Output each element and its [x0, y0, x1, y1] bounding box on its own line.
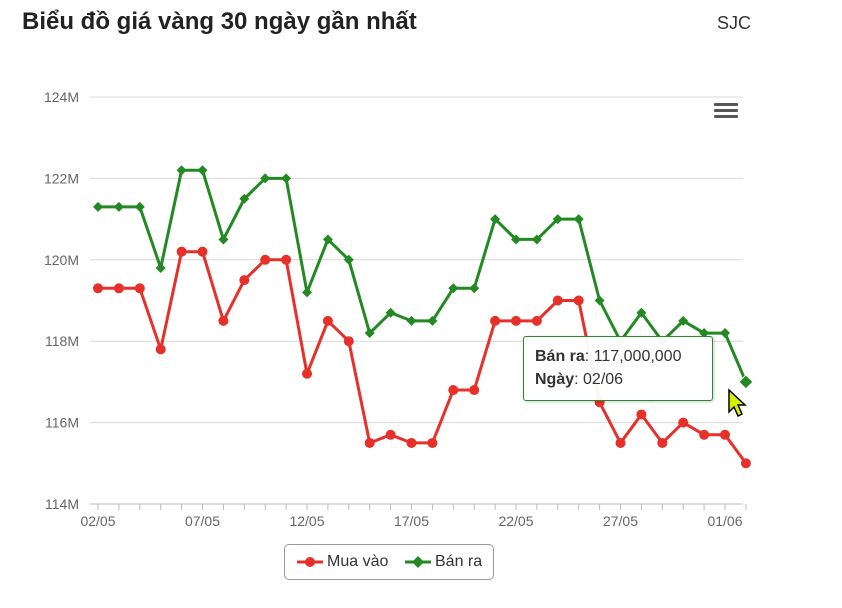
y-tick-label: 120M	[44, 252, 79, 268]
series-line-buy	[98, 250, 748, 465]
data-point-sell	[720, 328, 730, 339]
data-point-sell	[302, 287, 312, 298]
data-point-buy	[155, 344, 166, 355]
tooltip-date-label: Ngày	[535, 371, 575, 388]
data-point-buy	[699, 429, 710, 440]
data-point-sell	[155, 262, 166, 273]
y-tick-label: 124M	[44, 89, 79, 105]
data-tooltip: Bán ra: 117,000,000 Ngày: 02/06	[523, 336, 713, 401]
data-point-sell	[218, 234, 229, 245]
data-point-sell	[364, 328, 375, 339]
data-point-sell	[636, 307, 647, 318]
data-point-buy	[260, 254, 271, 265]
y-tick-label: 116M	[45, 415, 79, 431]
data-point-sell	[469, 283, 480, 294]
tooltip-date: 02/06	[583, 371, 624, 388]
data-point-buy	[636, 409, 647, 420]
series-line-sell	[98, 168, 748, 383]
x-tick-label: 02/05	[80, 513, 115, 529]
data-point-buy	[552, 295, 563, 306]
x-tick-label: 17/05	[394, 513, 429, 529]
data-point-buy	[678, 417, 689, 428]
data-point-buy	[740, 458, 751, 469]
data-point-sell	[511, 234, 521, 245]
legend-sell-symbol	[405, 556, 431, 568]
legend-buy-label: Mua vào	[327, 553, 389, 570]
data-point-sell	[134, 201, 145, 212]
data-point-sell	[552, 214, 563, 225]
x-tick-label: 07/05	[185, 513, 220, 529]
chart-legend: Mua vào Bán ra	[284, 544, 494, 580]
x-tick-label: 22/05	[498, 513, 533, 529]
data-point-buy	[385, 429, 396, 440]
data-point-sell	[531, 234, 542, 245]
data-point-buy	[322, 315, 333, 326]
tooltip-value: 117,000,000	[593, 348, 682, 365]
data-point-sell	[260, 173, 271, 184]
data-point-buy	[343, 336, 354, 347]
data-point-buy	[134, 283, 145, 294]
source-label: SJC	[717, 13, 752, 33]
data-point-sell	[490, 214, 501, 225]
data-point-sell	[113, 201, 124, 212]
mouse-cursor-icon	[728, 388, 747, 418]
x-tick-label: 27/05	[603, 513, 638, 529]
data-point-sell	[406, 315, 417, 326]
x-tick-label: 01/06	[707, 513, 742, 529]
data-point-sell	[573, 214, 584, 225]
data-point-sell	[281, 173, 292, 184]
data-point-buy	[511, 315, 521, 326]
data-point-buy	[113, 283, 124, 294]
x-tick-label: 12/05	[289, 513, 324, 529]
data-point-sell	[93, 201, 103, 212]
data-point-buy	[93, 283, 103, 294]
legend-sell-label: Bán ra	[435, 553, 483, 570]
data-point-sell	[699, 328, 710, 339]
data-point-buy	[197, 246, 208, 257]
data-point-sell	[448, 283, 459, 294]
data-point-sell	[322, 234, 333, 245]
data-point-buy	[427, 437, 438, 448]
data-point-buy	[364, 437, 375, 448]
data-point-sell	[427, 315, 438, 326]
legend-buy-symbol	[297, 557, 323, 567]
data-point-sell	[197, 165, 208, 176]
data-point-buy	[720, 429, 730, 440]
data-point-sell	[239, 193, 250, 204]
data-point-buy	[176, 246, 187, 257]
chart-menu-icon[interactable]	[712, 100, 740, 124]
y-tick-label: 118M	[45, 333, 79, 349]
data-point-buy	[218, 315, 229, 326]
data-point-buy	[531, 315, 542, 326]
data-point-sell	[176, 165, 187, 176]
data-point-buy	[469, 385, 480, 396]
data-point-sell	[343, 254, 354, 265]
data-point-buy	[448, 385, 459, 396]
data-point-buy	[239, 275, 250, 286]
y-tick-label: 114M	[45, 496, 79, 512]
data-point-buy	[657, 437, 668, 448]
data-point-sell	[678, 315, 689, 326]
data-point-sell	[385, 307, 396, 318]
data-point-buy	[573, 295, 584, 306]
data-point-buy	[490, 315, 501, 326]
chart-title: Biểu đồ giá vàng 30 ngày gần nhất	[22, 8, 417, 35]
data-point-buy	[615, 437, 626, 448]
data-point-buy	[406, 437, 417, 448]
y-tick-label: 122M	[44, 170, 79, 186]
data-point-sell	[738, 374, 754, 390]
tooltip-series-label: Bán ra	[535, 348, 585, 365]
data-point-buy	[302, 368, 312, 379]
data-point-buy	[281, 254, 292, 265]
data-point-sell	[594, 295, 605, 306]
